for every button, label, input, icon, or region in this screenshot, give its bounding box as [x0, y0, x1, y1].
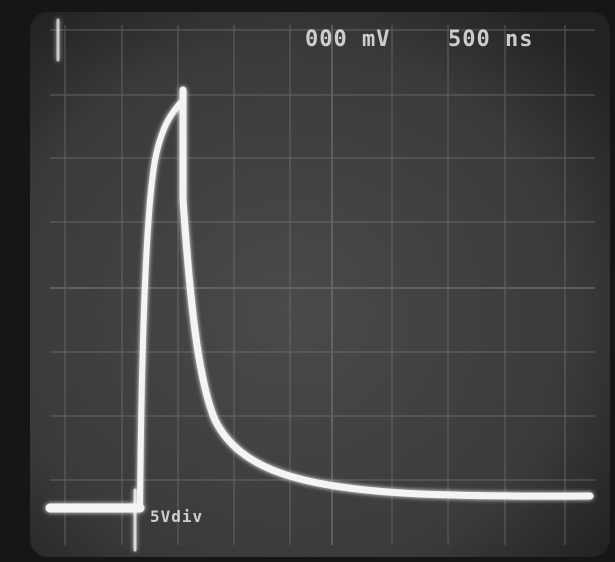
readout-volts: 000 mV [305, 27, 390, 52]
readout-time: 500 ns [448, 27, 533, 52]
graticule [50, 25, 595, 545]
trace [45, 18, 594, 552]
readout-channel: 5Vdiv [150, 507, 203, 526]
screen [30, 12, 610, 557]
